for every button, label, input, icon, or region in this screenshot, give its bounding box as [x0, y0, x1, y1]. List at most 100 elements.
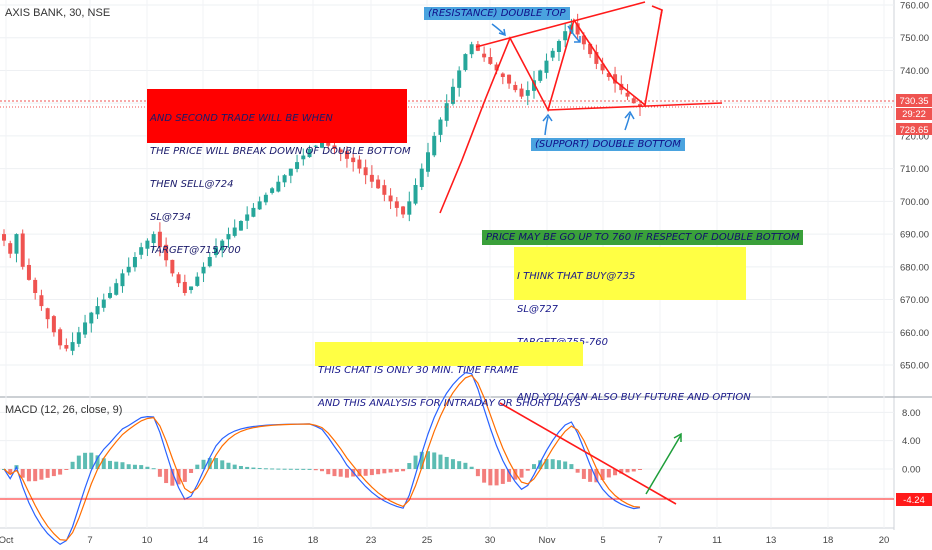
candle-body	[164, 244, 169, 261]
macd-histogram-bar	[101, 458, 106, 469]
candle-body	[83, 322, 88, 335]
candle-body	[70, 342, 75, 351]
macd-histogram-bar	[532, 464, 536, 469]
macd-histogram-bar	[357, 469, 362, 477]
candle-body	[594, 51, 599, 64]
macd-histogram-bar	[426, 451, 430, 469]
price-tick-label: 690.00	[900, 230, 929, 241]
macd-histogram-bar	[126, 464, 131, 469]
candle-body	[426, 152, 430, 172]
candle-body	[139, 247, 144, 255]
candle-body	[332, 145, 337, 149]
macd-histogram-bar	[376, 469, 381, 475]
candle-body	[145, 240, 150, 249]
candle-body	[351, 157, 356, 163]
candle-body	[282, 175, 287, 183]
candle-body	[606, 73, 611, 77]
candlestick-series	[2, 13, 642, 356]
macd-histogram-bar	[332, 469, 337, 477]
candle-body	[519, 88, 524, 97]
candle-body	[488, 57, 493, 64]
macd-histogram-bar	[108, 460, 112, 469]
macd-trendline[interactable]	[499, 402, 677, 505]
macd-histogram-bar	[525, 469, 530, 471]
arrow-blue-icon	[542, 113, 553, 122]
support-label[interactable]: (SUPPORT) DOUBLE BOTTOM	[531, 138, 685, 151]
macd-histogram-bar	[581, 469, 586, 479]
time-tick-label: 20	[879, 535, 890, 546]
candle-body	[432, 135, 437, 156]
candle-body	[89, 312, 94, 324]
arrow-green-icon	[673, 432, 682, 442]
resistance-trendline	[475, 1, 646, 48]
macd-histogram-bar	[563, 461, 568, 469]
macd-histogram-bar	[575, 469, 580, 473]
macd-histogram-bar	[556, 460, 561, 469]
candle-body	[544, 60, 549, 73]
arrow-blue-icon	[624, 110, 635, 120]
macd-histogram-bar	[276, 468, 281, 470]
candle-body	[64, 345, 69, 349]
macd-histogram-bar	[413, 455, 418, 469]
candle-body	[513, 84, 518, 91]
time-tick-label: 11	[712, 535, 722, 546]
candle-body	[638, 104, 642, 107]
candle-body	[245, 214, 250, 221]
macd-histogram-bar	[625, 469, 630, 473]
resistance-label[interactable]: (RESISTANCE) DOUBLE TOP	[424, 7, 570, 20]
candle-body	[101, 299, 106, 308]
macd-histogram-bar	[444, 456, 449, 469]
price-tick-label: 740.00	[900, 66, 929, 77]
macd-indicator	[2, 372, 642, 546]
candle-body	[270, 188, 275, 193]
macd-histogram-bar	[588, 469, 593, 482]
price-target-note[interactable]: PRICE MAY BE GO UP TO 760 IF RESPECT OF …	[482, 230, 804, 245]
candle-body	[320, 142, 324, 148]
candle-body	[114, 283, 119, 295]
macd-histogram-bar	[33, 469, 38, 482]
macd-histogram-bar	[114, 461, 119, 469]
macd-histogram-bar	[500, 469, 505, 484]
candle-body	[189, 286, 194, 291]
timeframe-note-line: AND THIS ANALYSIS FOR INTRADAY OR SHORT …	[318, 398, 581, 409]
macd-tick-label: 4.00	[902, 436, 921, 447]
time-tick-label: 14	[198, 535, 209, 546]
trend-drawings[interactable]	[439, 1, 723, 214]
time-tick-label: 13	[766, 535, 777, 546]
candle-body	[251, 207, 256, 217]
macd-value-text: -4.24	[903, 495, 925, 506]
timeframe-note-box[interactable]: THIS CHAT IS ONLY 30 MIN. TIME FRAME AND…	[315, 342, 583, 409]
price-tick-label: 750.00	[900, 33, 929, 44]
candle-body	[8, 243, 13, 254]
macd-histogram-bar	[513, 469, 518, 480]
macd-histogram-bar	[270, 468, 275, 470]
macd-histogram-bar	[301, 468, 306, 470]
candle-body	[226, 234, 231, 240]
macd-histogram-bar	[488, 469, 493, 486]
sell-note-box[interactable]: AND SECOND TRADE WILL BE WHEN THE PRICE …	[147, 89, 411, 256]
candle-body	[507, 74, 512, 84]
candle-body	[33, 279, 38, 293]
countdown-tag	[896, 108, 932, 120]
candle-body	[195, 276, 200, 286]
macd-histogram-bar	[606, 469, 611, 478]
candle-body	[344, 151, 349, 159]
time-tick-label: 7	[657, 535, 662, 546]
macd-histogram-bar	[307, 468, 312, 470]
macd-histogram-bar	[26, 469, 31, 482]
candle-body	[625, 92, 630, 97]
price-tick-label: 670.00	[900, 295, 929, 306]
macd-histogram-bar	[189, 469, 194, 473]
macd-histogram-bar	[401, 469, 406, 472]
macd-histogram-bar	[313, 469, 318, 471]
macd-histogram-bar	[475, 469, 480, 477]
candle-body	[401, 206, 406, 215]
buy-note-line: SL@727	[517, 304, 559, 315]
candle-body	[58, 329, 63, 346]
candle-body	[301, 155, 306, 160]
candle-body	[450, 86, 455, 104]
candle-body	[51, 316, 56, 333]
price-tick-label: 700.00	[900, 197, 929, 208]
buy-note-box[interactable]: I THINK THAT BUY@735 SL@727 TARGET@755-7…	[514, 247, 751, 403]
